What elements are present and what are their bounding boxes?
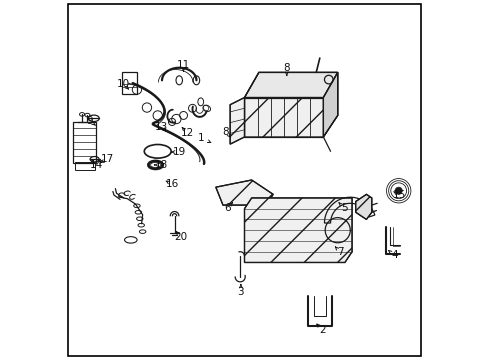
Bar [73, 122, 96, 163]
Text: 13: 13 [154, 122, 167, 132]
Text: 2: 2 [319, 325, 325, 335]
Text: 8: 8 [283, 63, 289, 73]
Text: 17: 17 [101, 154, 114, 164]
Polygon shape [244, 72, 337, 98]
Text: 3: 3 [237, 287, 244, 297]
Text: 8: 8 [222, 127, 229, 136]
Text: 1: 1 [197, 133, 203, 143]
Bar [75, 162, 94, 170]
Text: 18: 18 [154, 160, 167, 170]
Text: 16: 16 [165, 179, 178, 189]
Text: 4: 4 [390, 250, 397, 260]
Polygon shape [244, 98, 323, 137]
Polygon shape [355, 194, 371, 220]
Text: 10: 10 [117, 79, 130, 89]
Text: 6: 6 [224, 203, 230, 213]
Text: 7: 7 [337, 247, 343, 257]
Text: 19: 19 [172, 147, 185, 157]
Polygon shape [215, 180, 273, 205]
Polygon shape [323, 72, 337, 137]
Text: 5: 5 [340, 203, 347, 213]
Text: 9: 9 [86, 116, 93, 126]
Text: 11: 11 [177, 59, 190, 69]
Text: 12: 12 [180, 128, 193, 138]
Bar [122, 72, 137, 94]
Text: 14: 14 [90, 160, 103, 170]
Polygon shape [230, 98, 244, 144]
Text: 20: 20 [174, 232, 187, 242]
Polygon shape [244, 198, 351, 262]
Circle shape [394, 187, 402, 194]
Text: 15: 15 [392, 190, 405, 200]
